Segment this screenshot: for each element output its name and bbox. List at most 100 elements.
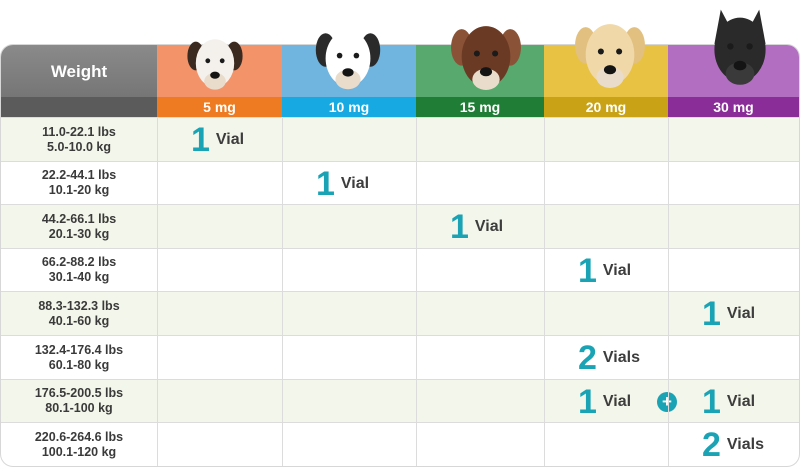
column-divider: [282, 117, 283, 466]
table-row: 132.4-176.4 lbs 60.1-80 kg 2 Vials: [1, 335, 799, 379]
column-divider: [544, 117, 545, 466]
dog-face-shape: [616, 48, 623, 55]
weight-header-label: Weight: [50, 62, 108, 81]
vial-quantity: 1 Vial: [450, 209, 503, 245]
dose-label: 15 mg: [416, 97, 544, 117]
weight-range-cell: 22.2-44.1 lbs 10.1-20 kg: [1, 162, 157, 205]
plus-icon: +: [657, 391, 677, 412]
dog-face-shape: [603, 65, 617, 75]
weight-range-cell: 220.6-264.6 lbs 100.1-120 kg: [1, 423, 157, 466]
dog-face-shape: [585, 24, 635, 85]
dog-face-shape: [195, 39, 235, 88]
vial-quantity: 1 Vial: [578, 384, 631, 420]
weight-header-bar: [1, 97, 157, 117]
weight-lbs: 44.2-66.1 lbs: [41, 211, 117, 226]
vial-quantity: 1 Vial: [702, 384, 755, 420]
dog-face-shape: [492, 50, 499, 57]
weight-range-cell: 66.2-88.2 lbs 30.1-40 kg: [1, 249, 157, 292]
vial-quantity: 2 Vials: [578, 340, 640, 376]
dog-face-shape: [472, 68, 500, 90]
weight-kg: 10.1-20 kg: [48, 183, 110, 198]
dosing-table: Weight 5 mg 10 mg 15 mg 20 mg 30 mg 11.0-22.1…: [1, 45, 799, 466]
sheltie-dog-icon: [315, 30, 381, 90]
table-row: 66.2-88.2 lbs 30.1-40 kg 1 Vial: [1, 247, 799, 292]
vial-count: 1: [702, 382, 721, 421]
vial-quantity: 1 Vial: [578, 253, 631, 289]
dog-face-shape: [473, 50, 480, 57]
terrier-dog-icon: [187, 39, 243, 90]
weight-range-cell: 88.3-132.3 lbs 40.1-60 kg: [1, 292, 157, 335]
labrador-dog-icon: [575, 24, 645, 88]
vial-quantity: 1 Vial: [316, 166, 369, 202]
weight-kg: 5.0-10.0 kg: [47, 139, 111, 154]
vial-unit: Vials: [726, 436, 764, 454]
vial-quantity: 1 Vial: [191, 122, 244, 158]
dog-face-shape: [210, 71, 220, 79]
dog-face-shape: [727, 43, 734, 50]
weight-lbs: 176.5-200.5 lbs: [34, 386, 124, 401]
weight-kg: 30.1-40 kg: [48, 270, 110, 285]
shepherd-dog-icon: [714, 9, 766, 85]
weight-kg: 100.1-120 kg: [41, 444, 117, 459]
vial-unit: Vial: [340, 174, 370, 192]
weight-kg: 20.1-30 kg: [48, 226, 110, 241]
dog-face-shape: [353, 52, 360, 59]
weight-range-cell: 44.2-66.1 lbs 20.1-30 kg: [1, 205, 157, 248]
vial-count: 1: [578, 251, 597, 290]
vial-quantity: 2 Vials: [702, 427, 764, 463]
dog-face-shape: [725, 62, 755, 85]
dog-face-shape: [733, 60, 747, 71]
weight-kg: 40.1-60 kg: [48, 313, 110, 328]
vial-unit: Vial: [602, 392, 632, 410]
table-row: 88.3-132.3 lbs 40.1-60 kg 1 Vial: [1, 291, 799, 336]
dog-face-shape: [204, 72, 226, 90]
vial-count: 1: [702, 295, 721, 334]
dog-face-shape: [479, 67, 493, 77]
weight-lbs: 88.3-132.3 lbs: [38, 298, 120, 313]
dog-face-shape: [336, 52, 343, 59]
vial-count: 1: [191, 121, 210, 159]
weight-header: Weight: [1, 45, 157, 117]
dose-label: 20 mg: [544, 97, 668, 117]
dog-face-shape: [219, 58, 225, 64]
vial-unit: Vial: [215, 131, 245, 148]
column-divider: [416, 117, 417, 466]
weight-lbs: 220.6-264.6 lbs: [34, 429, 124, 444]
vial-count: 1: [450, 208, 469, 247]
weight-kg: 80.1-100 kg: [45, 401, 113, 416]
dog-face-shape: [714, 17, 766, 82]
dog-face-shape: [597, 48, 604, 55]
weight-range-cell: 132.4-176.4 lbs 60.1-80 kg: [1, 336, 157, 379]
vial-count: 2: [578, 339, 597, 377]
vial-unit: Vials: [602, 349, 640, 366]
weight-range-cell: 176.5-200.5 lbs 80.1-100 kg: [1, 380, 157, 423]
table-row: 11.0-22.1 lbs 5.0-10.0 kg 1 Vial: [1, 117, 799, 161]
vial-count: 1: [316, 164, 335, 203]
pointer-dog-icon: [451, 26, 521, 90]
vial-count: 1: [578, 382, 597, 421]
dose-label: 5 mg: [157, 97, 282, 117]
dog-face-shape: [342, 68, 354, 77]
weight-lbs: 132.4-176.4 lbs: [34, 342, 124, 357]
dog-face-shape: [596, 66, 624, 88]
table-row: 220.6-264.6 lbs 100.1-120 kg 2 Vials: [1, 422, 799, 466]
weight-lbs: 66.2-88.2 lbs: [41, 255, 117, 270]
weight-kg: 60.1-80 kg: [48, 357, 110, 372]
weight-lbs: 11.0-22.1 lbs: [42, 124, 116, 139]
weight-range-cell: 11.0-22.1 lbs 5.0-10.0 kg: [1, 118, 157, 161]
column-divider: [668, 117, 669, 466]
dog-face-shape: [461, 26, 511, 87]
weight-lbs: 22.2-44.1 lbs: [41, 168, 117, 183]
vial-unit: Vial: [474, 218, 504, 236]
dog-face-shape: [335, 69, 361, 90]
table-row: 176.5-200.5 lbs 80.1-100 kg 1 Vial 1 Vial +: [1, 378, 799, 423]
dose-label: 30 mg: [668, 97, 799, 117]
vial-unit: Vial: [726, 305, 756, 323]
dose-label: 10 mg: [282, 97, 416, 117]
vial-unit: Vial: [602, 261, 632, 279]
table-row: 44.2-66.1 lbs 20.1-30 kg 1 Vial: [1, 204, 799, 249]
column-divider: [157, 117, 158, 466]
dog-face-shape: [746, 43, 753, 50]
vial-quantity: 1 Vial: [702, 296, 755, 332]
vial-count: 2: [702, 426, 721, 465]
